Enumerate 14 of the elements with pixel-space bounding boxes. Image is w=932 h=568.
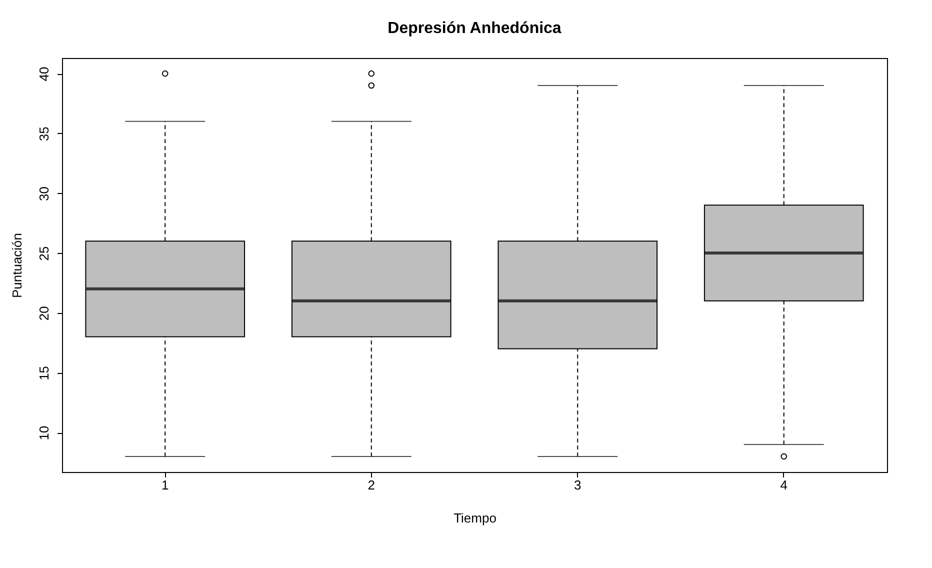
x-tick-label: 4 (780, 478, 788, 492)
y-axis-title: Puntuación (10, 232, 24, 298)
x-tick-label: 3 (574, 478, 582, 492)
x-tick-label: 1 (162, 478, 169, 492)
y-tick-label: 20 (36, 306, 52, 321)
chart-title: Depresión Anhedónica (388, 20, 562, 37)
y-tick-label: 25 (36, 246, 52, 261)
y-tick-label: 15 (36, 366, 52, 380)
y-tick-label: 40 (36, 66, 52, 82)
y-tick-label: 10 (36, 426, 52, 440)
x-axis-title: Tiempo (454, 510, 496, 526)
x-tick-label: 2 (368, 478, 375, 492)
y-tick-label: 35 (36, 126, 52, 142)
y-tick-label: 30 (36, 186, 52, 201)
